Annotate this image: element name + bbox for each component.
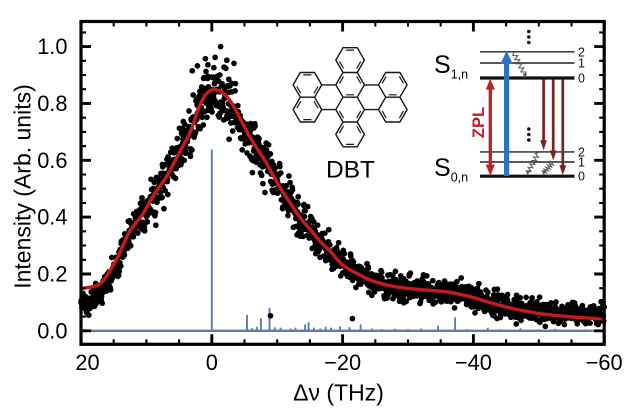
svg-text:0.0: 0.0 bbox=[37, 318, 67, 343]
svg-text:1: 1 bbox=[578, 57, 585, 71]
svg-text:DBT: DBT bbox=[326, 157, 375, 184]
svg-text:Δν (THz): Δν (THz) bbox=[293, 380, 384, 406]
svg-text:ZPL: ZPL bbox=[470, 107, 488, 138]
svg-text:1.0: 1.0 bbox=[37, 34, 67, 59]
svg-text:0.2: 0.2 bbox=[37, 262, 67, 287]
svg-text:−40: −40 bbox=[455, 350, 492, 375]
svg-text:0.4: 0.4 bbox=[37, 205, 67, 230]
svg-text:0: 0 bbox=[206, 350, 218, 375]
svg-text:Intensity (Arb. units): Intensity (Arb. units) bbox=[10, 84, 36, 289]
svg-text:0.6: 0.6 bbox=[37, 148, 67, 173]
svg-text:1: 1 bbox=[578, 156, 585, 170]
svg-text:0: 0 bbox=[578, 170, 585, 184]
svg-text:−20: −20 bbox=[324, 350, 361, 375]
svg-text:2: 2 bbox=[578, 145, 585, 159]
svg-text:2: 2 bbox=[578, 45, 585, 59]
svg-text:20: 20 bbox=[75, 350, 99, 375]
svg-text:0.8: 0.8 bbox=[37, 91, 67, 116]
svg-text:−60: −60 bbox=[586, 350, 623, 375]
svg-text:0: 0 bbox=[578, 72, 585, 86]
